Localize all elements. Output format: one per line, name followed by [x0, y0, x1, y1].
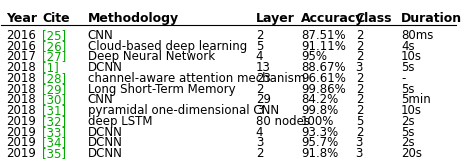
Text: [32]: [32]	[42, 115, 66, 128]
Text: Deep Neural Network: Deep Neural Network	[88, 50, 215, 64]
Text: 2019: 2019	[6, 147, 36, 160]
Text: 2016: 2016	[6, 40, 36, 53]
Text: channel-aware attention mechanism: channel-aware attention mechanism	[88, 72, 305, 85]
Text: Accuracy: Accuracy	[301, 12, 365, 25]
Text: 91.8%: 91.8%	[301, 147, 338, 160]
Text: 3: 3	[356, 147, 363, 160]
Text: 93.3%: 93.3%	[301, 126, 338, 139]
Text: 2: 2	[356, 29, 363, 42]
Text: -: -	[401, 72, 405, 85]
Text: Cite: Cite	[42, 12, 70, 25]
Text: 2018: 2018	[6, 61, 36, 74]
Text: 2016: 2016	[6, 29, 36, 42]
Text: 2: 2	[356, 83, 363, 96]
Text: [30]: [30]	[42, 93, 66, 106]
Text: Cloud-based deep learning: Cloud-based deep learning	[88, 40, 247, 53]
Text: 5s: 5s	[401, 61, 415, 74]
Text: 2: 2	[256, 83, 263, 96]
Text: [27]: [27]	[42, 50, 66, 64]
Text: 2: 2	[256, 147, 263, 160]
Text: 96.61%: 96.61%	[301, 72, 346, 85]
Text: 10s: 10s	[401, 50, 422, 64]
Text: [34]: [34]	[42, 136, 66, 149]
Text: [35]: [35]	[42, 147, 66, 160]
Text: 2018: 2018	[6, 72, 36, 85]
Text: [33]: [33]	[42, 126, 66, 139]
Text: 4: 4	[256, 50, 263, 64]
Text: 2017: 2017	[6, 50, 36, 64]
Text: 2: 2	[356, 40, 363, 53]
Text: [29]: [29]	[42, 83, 66, 96]
Text: 2s: 2s	[401, 136, 415, 149]
Text: 3: 3	[256, 104, 263, 117]
Text: DCNN: DCNN	[88, 126, 123, 139]
Text: DCNN: DCNN	[88, 136, 123, 149]
Text: CNN: CNN	[88, 29, 113, 42]
Text: 3: 3	[356, 136, 363, 149]
Text: 95%: 95%	[301, 50, 327, 64]
Text: 5s: 5s	[401, 126, 415, 139]
Text: 5: 5	[356, 115, 363, 128]
Text: 2019: 2019	[6, 136, 36, 149]
Text: 2: 2	[356, 93, 363, 106]
Text: Duration: Duration	[401, 12, 462, 25]
Text: 2019: 2019	[6, 126, 36, 139]
Text: 99.86%: 99.86%	[301, 83, 346, 96]
Text: 2018: 2018	[6, 93, 36, 106]
Text: 99.8%: 99.8%	[301, 104, 338, 117]
Text: 88.67%: 88.67%	[301, 61, 346, 74]
Text: 95.7%: 95.7%	[301, 136, 338, 149]
Text: 2: 2	[356, 126, 363, 139]
Text: 2: 2	[356, 50, 363, 64]
Text: 2019: 2019	[6, 115, 36, 128]
Text: 3: 3	[256, 136, 263, 149]
Text: [31]: [31]	[42, 104, 66, 117]
Text: 2: 2	[256, 29, 263, 42]
Text: 5min: 5min	[401, 93, 431, 106]
Text: 3: 3	[356, 61, 363, 74]
Text: Long Short-Term Memory: Long Short-Term Memory	[88, 83, 235, 96]
Text: 87.51%: 87.51%	[301, 29, 346, 42]
Text: 80ms: 80ms	[401, 29, 433, 42]
Text: 4s: 4s	[401, 40, 415, 53]
Text: 2018: 2018	[6, 83, 36, 96]
Text: DCNN: DCNN	[88, 61, 123, 74]
Text: 10s: 10s	[401, 104, 422, 117]
Text: 84.2%: 84.2%	[301, 93, 338, 106]
Text: 23: 23	[256, 72, 271, 85]
Text: 2: 2	[356, 104, 363, 117]
Text: 100%: 100%	[301, 115, 335, 128]
Text: Year: Year	[6, 12, 37, 25]
Text: CNN: CNN	[88, 93, 113, 106]
Text: [26]: [26]	[42, 40, 66, 53]
Text: pyramidal one-dimensional CNN: pyramidal one-dimensional CNN	[88, 104, 279, 117]
Text: 5s: 5s	[401, 83, 415, 96]
Text: Methodology: Methodology	[88, 12, 179, 25]
Text: 2: 2	[356, 72, 363, 85]
Text: deep LSTM: deep LSTM	[88, 115, 152, 128]
Text: [1]: [1]	[42, 61, 59, 74]
Text: 5: 5	[256, 40, 263, 53]
Text: DCNN: DCNN	[88, 147, 123, 160]
Text: Class: Class	[356, 12, 392, 25]
Text: Layer: Layer	[256, 12, 295, 25]
Text: 2018: 2018	[6, 104, 36, 117]
Text: 20s: 20s	[401, 147, 422, 160]
Text: 91.11%: 91.11%	[301, 40, 346, 53]
Text: 29: 29	[256, 93, 271, 106]
Text: 13: 13	[256, 61, 271, 74]
Text: 2s: 2s	[401, 115, 415, 128]
Text: 80 nodes: 80 nodes	[256, 115, 310, 128]
Text: [28]: [28]	[42, 72, 66, 85]
Text: 4: 4	[256, 126, 263, 139]
Text: [25]: [25]	[42, 29, 66, 42]
